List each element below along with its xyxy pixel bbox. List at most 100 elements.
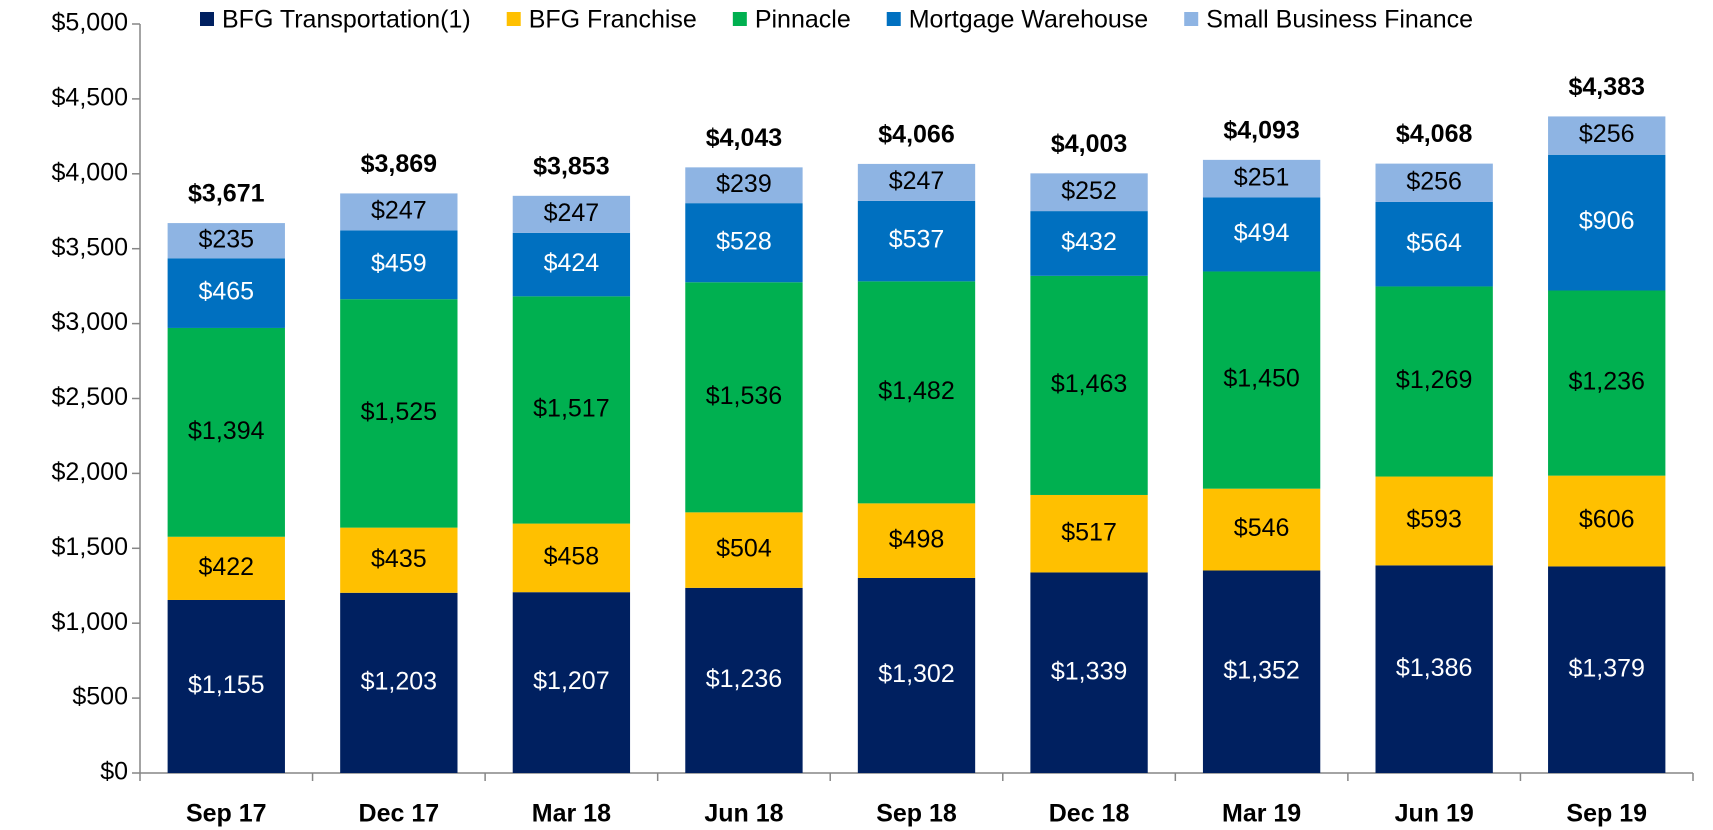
bar-segment	[1202, 488, 1321, 571]
value-label: $546	[1234, 514, 1290, 542]
bar-segment	[1030, 211, 1148, 276]
bar-segment	[857, 163, 976, 201]
bar-segment	[512, 523, 631, 593]
value-label: $1,482	[878, 377, 954, 405]
x-tick-label: Dec 17	[359, 800, 440, 828]
value-label: $1,236	[1568, 368, 1644, 396]
x-tick-label: Sep 19	[1566, 800, 1647, 828]
y-tick-label: $1,500	[52, 533, 128, 561]
bar-segment	[1375, 286, 1493, 477]
bar-segment	[512, 592, 631, 773]
bar-segment	[1202, 271, 1321, 489]
bar-segment	[512, 195, 631, 233]
legend-label: Small Business Finance	[1206, 6, 1473, 34]
value-label: $422	[198, 553, 254, 581]
y-tick-label: $4,500	[52, 84, 128, 112]
total-label: $3,671	[188, 180, 265, 208]
bar-segment	[685, 167, 803, 204]
bar-segment	[1375, 476, 1493, 566]
bar-segment	[1030, 494, 1148, 573]
value-label: $432	[1061, 228, 1117, 256]
value-label: $1,517	[533, 395, 609, 423]
value-label: $239	[716, 170, 772, 198]
value-label: $247	[544, 199, 600, 227]
value-label: $256	[1406, 167, 1462, 195]
value-label: $1,302	[878, 660, 954, 688]
value-label: $1,463	[1051, 370, 1127, 398]
value-label: $1,386	[1396, 654, 1472, 682]
bar-segment	[1548, 475, 1666, 567]
value-label: $247	[371, 197, 427, 225]
bar-segment	[1548, 116, 1666, 155]
total-label: $4,066	[878, 121, 954, 149]
value-label: $537	[889, 226, 945, 254]
value-label: $517	[1061, 518, 1117, 546]
legend-label: Mortgage Warehouse	[909, 6, 1148, 34]
value-label: $1,339	[1051, 657, 1127, 685]
legend-swatch	[1184, 12, 1199, 26]
value-label: $251	[1234, 163, 1290, 191]
bar-segment	[167, 327, 285, 537]
x-tick-label: Sep 17	[186, 800, 267, 828]
value-label: $435	[371, 545, 427, 573]
bar-segment	[1375, 163, 1493, 202]
bar-segment	[167, 599, 285, 773]
value-label: $1,236	[706, 665, 782, 693]
bar-segment	[340, 527, 458, 593]
y-tick-label: $0	[100, 758, 128, 786]
value-label: $1,352	[1223, 656, 1299, 684]
legend-swatch	[200, 12, 214, 26]
total-label: $3,869	[361, 150, 437, 178]
bar-segment	[685, 282, 803, 513]
bar-segment	[685, 587, 803, 773]
bar-segment	[167, 536, 285, 600]
bar-segment	[340, 230, 458, 300]
value-label: $1,536	[706, 382, 782, 410]
bar-segment	[512, 296, 631, 524]
legend-label: BFG Franchise	[529, 6, 697, 34]
bar-segment	[1030, 173, 1148, 212]
x-tick-label: Mar 18	[532, 800, 611, 828]
value-label: $528	[716, 227, 772, 255]
value-label: $458	[544, 542, 600, 570]
legend-swatch	[506, 12, 521, 26]
value-label: $252	[1061, 177, 1117, 205]
total-label: $4,003	[1051, 130, 1127, 158]
value-label: $504	[716, 535, 772, 563]
bar-segment	[1548, 566, 1666, 773]
bar-segment	[1548, 154, 1666, 291]
value-label: $465	[198, 278, 254, 306]
legend-swatch	[732, 12, 747, 26]
value-label: $906	[1579, 207, 1635, 235]
value-label: $424	[544, 249, 600, 277]
bar-segment	[1202, 197, 1321, 272]
y-tick-label: $5,000	[52, 9, 128, 37]
y-tick-label: $500	[72, 683, 128, 711]
bar-segment	[340, 592, 458, 773]
value-label: $593	[1406, 506, 1462, 534]
value-label: $564	[1406, 229, 1462, 257]
value-label: $498	[889, 525, 945, 553]
x-tick-label: Jun 19	[1395, 800, 1474, 828]
bar-segment	[1202, 570, 1321, 773]
bar-segment	[857, 503, 976, 578]
x-tick-label: Mar 19	[1222, 800, 1301, 828]
bar-segment	[340, 193, 458, 231]
total-label: $3,853	[533, 152, 609, 180]
total-label: $4,093	[1223, 116, 1299, 144]
bar-segment	[1548, 290, 1666, 476]
total-label: $4,383	[1568, 73, 1644, 101]
value-label: $1,155	[188, 671, 264, 699]
bar-segment	[512, 232, 631, 297]
bar-segment	[1030, 275, 1148, 495]
value-label: $1,203	[361, 668, 437, 696]
bar-segment	[857, 577, 976, 773]
total-label: $4,068	[1396, 120, 1473, 148]
x-tick-label: Sep 18	[876, 800, 957, 828]
value-label: $606	[1579, 506, 1635, 534]
value-label: $256	[1579, 120, 1635, 148]
y-tick-label: $2,500	[52, 383, 128, 411]
bar-segment	[340, 299, 458, 528]
legend-label: Pinnacle	[755, 6, 851, 34]
